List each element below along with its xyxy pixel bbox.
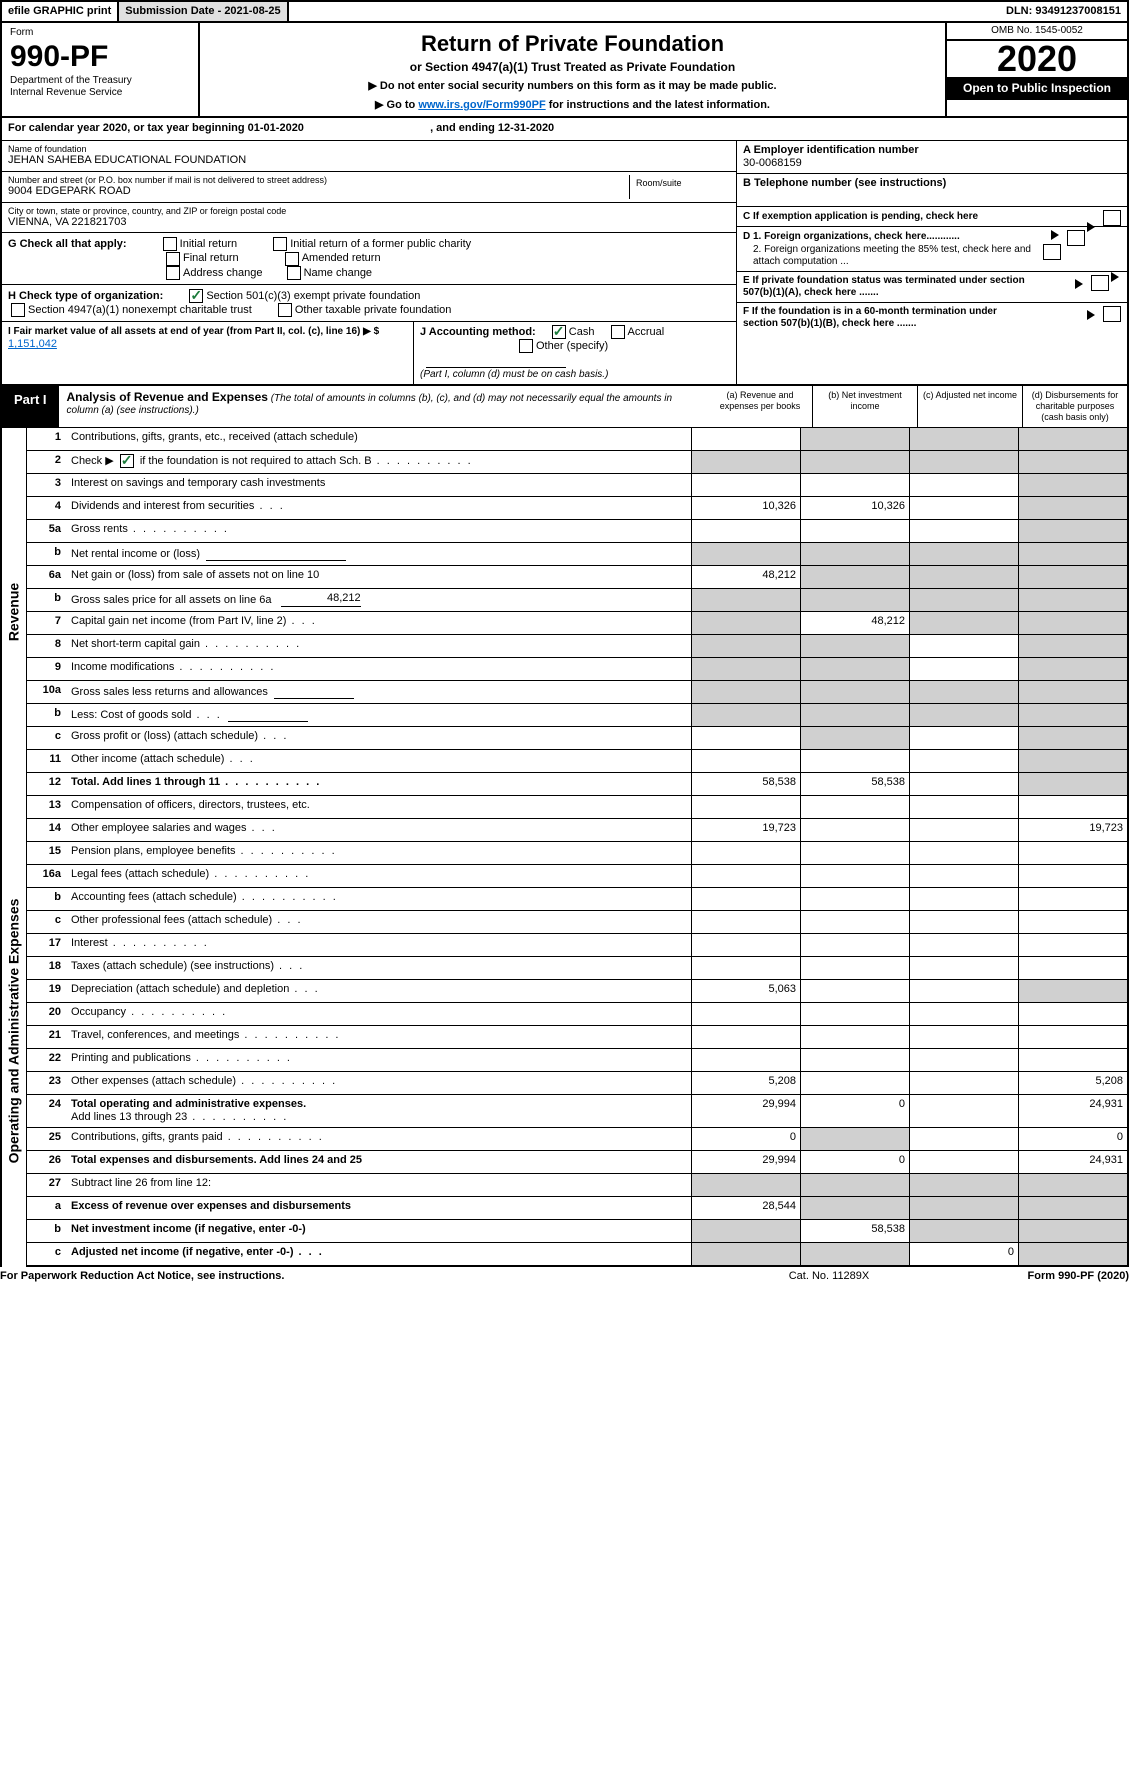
identity-block: Name of foundation JEHAN SAHEBA EDUCATIO… <box>0 141 1129 387</box>
part1-tag: Part I <box>2 386 59 426</box>
revenue-section: Revenue 1Contributions, gifts, grants, e… <box>0 428 1129 796</box>
dln: DLN: 93491237008151 <box>1000 2 1127 21</box>
form-header: Form 990-PF Department of the Treasury I… <box>0 23 1129 118</box>
col-c: (c) Adjusted net income <box>917 386 1022 426</box>
arrow-icon <box>1051 230 1059 240</box>
ein-cell: A Employer identification number 30-0068… <box>737 141 1127 174</box>
c-cell: C If exemption application is pending, c… <box>737 207 1127 227</box>
identity-left: Name of foundation JEHAN SAHEBA EDUCATIO… <box>2 141 736 385</box>
cb-name-change[interactable] <box>287 266 301 280</box>
cb-final-return[interactable] <box>166 252 180 266</box>
header-left: Form 990-PF Department of the Treasury I… <box>2 23 200 116</box>
foundation-name-cell: Name of foundation JEHAN SAHEBA EDUCATIO… <box>2 141 736 172</box>
fmv-link[interactable]: 1,151,042 <box>8 338 57 350</box>
cb-amended[interactable] <box>285 252 299 266</box>
cb-schb[interactable] <box>120 454 134 468</box>
form-subtitle: or Section 4947(a)(1) Trust Treated as P… <box>210 60 935 74</box>
street-row: Number and street (or P.O. box number if… <box>2 172 736 203</box>
identity-right: A Employer identification number 30-0068… <box>736 141 1127 385</box>
arrow-icon <box>1075 279 1083 289</box>
form-number: 990-PF <box>10 39 190 75</box>
efile-label: efile GRAPHIC print <box>2 2 119 21</box>
dept-treasury: Department of the Treasury <box>10 75 190 87</box>
section-i: I Fair market value of all assets at end… <box>2 322 413 384</box>
arrow-icon <box>1087 310 1095 320</box>
calendar-year-row: For calendar year 2020, or tax year begi… <box>0 118 1129 140</box>
col-d: (d) Disbursements for charitable purpose… <box>1022 386 1127 426</box>
cb-exemption[interactable] <box>1103 210 1121 226</box>
f-cell: F If the foundation is in a 60-month ter… <box>737 303 1127 333</box>
header-center: Return of Private Foundation or Section … <box>200 23 947 116</box>
cb-other-taxable[interactable] <box>278 303 292 317</box>
cb-initial-return[interactable] <box>163 237 177 251</box>
header-right: OMB No. 1545-0052 2020 Open to Public In… <box>947 23 1127 116</box>
city-cell: City or town, state or province, country… <box>2 203 736 234</box>
column-headers: (a) Revenue and expenses per books (b) N… <box>708 386 1127 426</box>
tax-year: 2020 <box>947 41 1127 77</box>
top-bar: efile GRAPHIC print Submission Date - 20… <box>0 0 1129 23</box>
irs-link[interactable]: www.irs.gov/Form990PF <box>418 99 545 111</box>
form-word: Form <box>10 27 190 39</box>
paperwork-notice: For Paperwork Reduction Act Notice, see … <box>0 1270 729 1283</box>
cb-501c3[interactable] <box>189 289 203 303</box>
irs-label: Internal Revenue Service <box>10 87 190 99</box>
section-ij: I Fair market value of all assets at end… <box>2 322 736 384</box>
col-a: (a) Revenue and expenses per books <box>708 386 812 426</box>
phone-cell: B Telephone number (see instructions) <box>737 174 1127 207</box>
section-h: H Check type of organization: Section 50… <box>2 285 736 322</box>
footer: For Paperwork Reduction Act Notice, see … <box>0 1267 1129 1286</box>
cb-cash[interactable] <box>552 325 566 339</box>
submission-date: Submission Date - 2021-08-25 <box>119 2 288 21</box>
open-inspection: Open to Public Inspection <box>947 77 1127 99</box>
cb-4947a1[interactable] <box>11 303 25 317</box>
col-b: (b) Net investment income <box>812 386 917 426</box>
part1-header: Part I Analysis of Revenue and Expenses … <box>0 386 1129 427</box>
form-ref: Form 990-PF (2020) <box>929 1270 1129 1283</box>
cb-accrual[interactable] <box>611 325 625 339</box>
section-j: J Accounting method: Cash Accrual Other … <box>413 322 736 384</box>
part1-desc: Analysis of Revenue and Expenses (The to… <box>59 386 708 426</box>
cb-60month[interactable] <box>1103 306 1121 322</box>
expenses-label: Operating and Administrative Expenses <box>2 796 27 1267</box>
form-title: Return of Private Foundation <box>210 31 935 57</box>
cb-initial-public[interactable] <box>273 237 287 251</box>
cb-foreign2[interactable] <box>1043 244 1061 260</box>
e-cell: E If private foundation status was termi… <box>737 272 1127 303</box>
revenue-label: Revenue <box>2 428 27 796</box>
cb-terminated[interactable] <box>1091 275 1109 291</box>
d-cell: D 1. Foreign organizations, check here..… <box>737 227 1127 271</box>
cat-no: Cat. No. 11289X <box>729 1270 929 1283</box>
cb-other-method[interactable] <box>519 339 533 353</box>
cb-foreign1[interactable] <box>1067 230 1085 246</box>
expenses-section: Operating and Administrative Expenses 13… <box>0 796 1129 1267</box>
instr-link-line: ▶ Go to www.irs.gov/Form990PF for instru… <box>210 99 935 112</box>
instr-ssn: ▶ Do not enter social security numbers o… <box>210 80 935 93</box>
section-g: G Check all that apply: Initial return I… <box>2 233 736 284</box>
cb-address-change[interactable] <box>166 266 180 280</box>
